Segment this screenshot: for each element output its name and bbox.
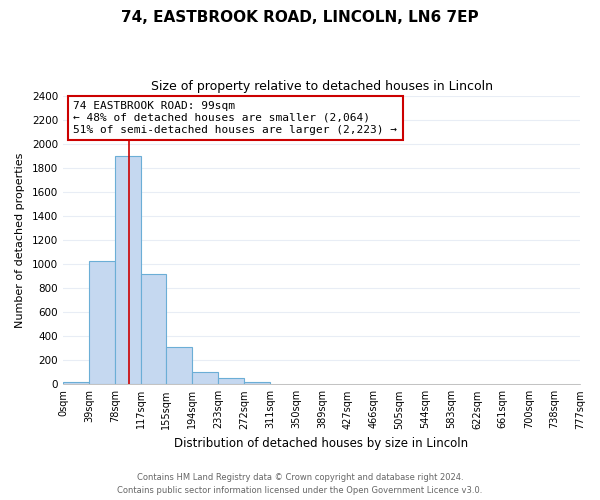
Bar	[166, 347, 192, 385]
Bar	[63, 382, 89, 384]
Title: Size of property relative to detached houses in Lincoln: Size of property relative to detached ho…	[151, 80, 493, 93]
Text: Contains HM Land Registry data © Crown copyright and database right 2024.
Contai: Contains HM Land Registry data © Crown c…	[118, 474, 482, 495]
Bar	[115, 156, 141, 384]
Bar	[192, 372, 218, 384]
Y-axis label: Number of detached properties: Number of detached properties	[15, 152, 25, 328]
Bar	[89, 261, 115, 384]
Bar	[244, 382, 270, 384]
X-axis label: Distribution of detached houses by size in Lincoln: Distribution of detached houses by size …	[175, 437, 469, 450]
Bar	[218, 378, 244, 384]
Text: 74 EASTBROOK ROAD: 99sqm
← 48% of detached houses are smaller (2,064)
51% of sem: 74 EASTBROOK ROAD: 99sqm ← 48% of detach…	[73, 102, 397, 134]
Text: 74, EASTBROOK ROAD, LINCOLN, LN6 7EP: 74, EASTBROOK ROAD, LINCOLN, LN6 7EP	[121, 10, 479, 25]
Bar	[141, 274, 166, 384]
